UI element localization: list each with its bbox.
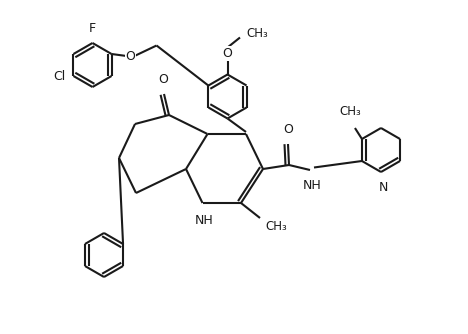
Text: O: O bbox=[158, 73, 168, 86]
Text: O: O bbox=[283, 123, 293, 136]
Text: CH₃: CH₃ bbox=[265, 220, 287, 233]
Text: NH: NH bbox=[195, 214, 213, 227]
Text: NH: NH bbox=[303, 179, 322, 192]
Text: N: N bbox=[378, 181, 388, 194]
Text: O: O bbox=[125, 50, 136, 63]
Text: Cl: Cl bbox=[54, 69, 66, 82]
Text: F: F bbox=[89, 21, 96, 34]
Text: CH₃: CH₃ bbox=[339, 105, 361, 118]
Text: O: O bbox=[223, 47, 233, 60]
Text: CH₃: CH₃ bbox=[247, 27, 268, 40]
